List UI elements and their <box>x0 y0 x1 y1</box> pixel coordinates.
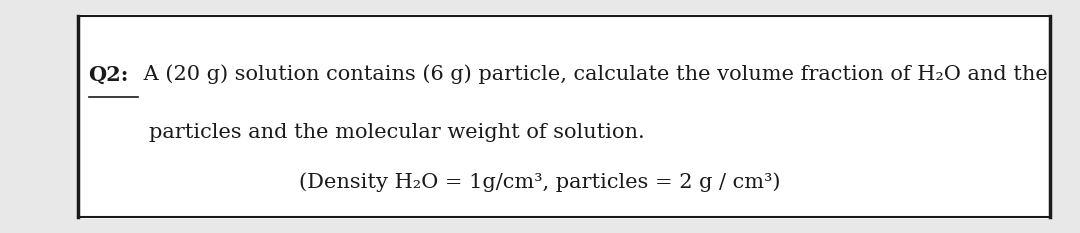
FancyBboxPatch shape <box>77 14 1051 219</box>
Text: A (20 g) solution contains (6 g) particle, calculate the volume fraction of H₂O : A (20 g) solution contains (6 g) particl… <box>137 65 1048 84</box>
Text: particles and the molecular weight of solution.: particles and the molecular weight of so… <box>149 123 645 142</box>
Text: (Density H₂O = 1g/cm³, particles = 2 g / cm³): (Density H₂O = 1g/cm³, particles = 2 g /… <box>299 172 781 192</box>
Text: Q2:: Q2: <box>89 65 129 85</box>
